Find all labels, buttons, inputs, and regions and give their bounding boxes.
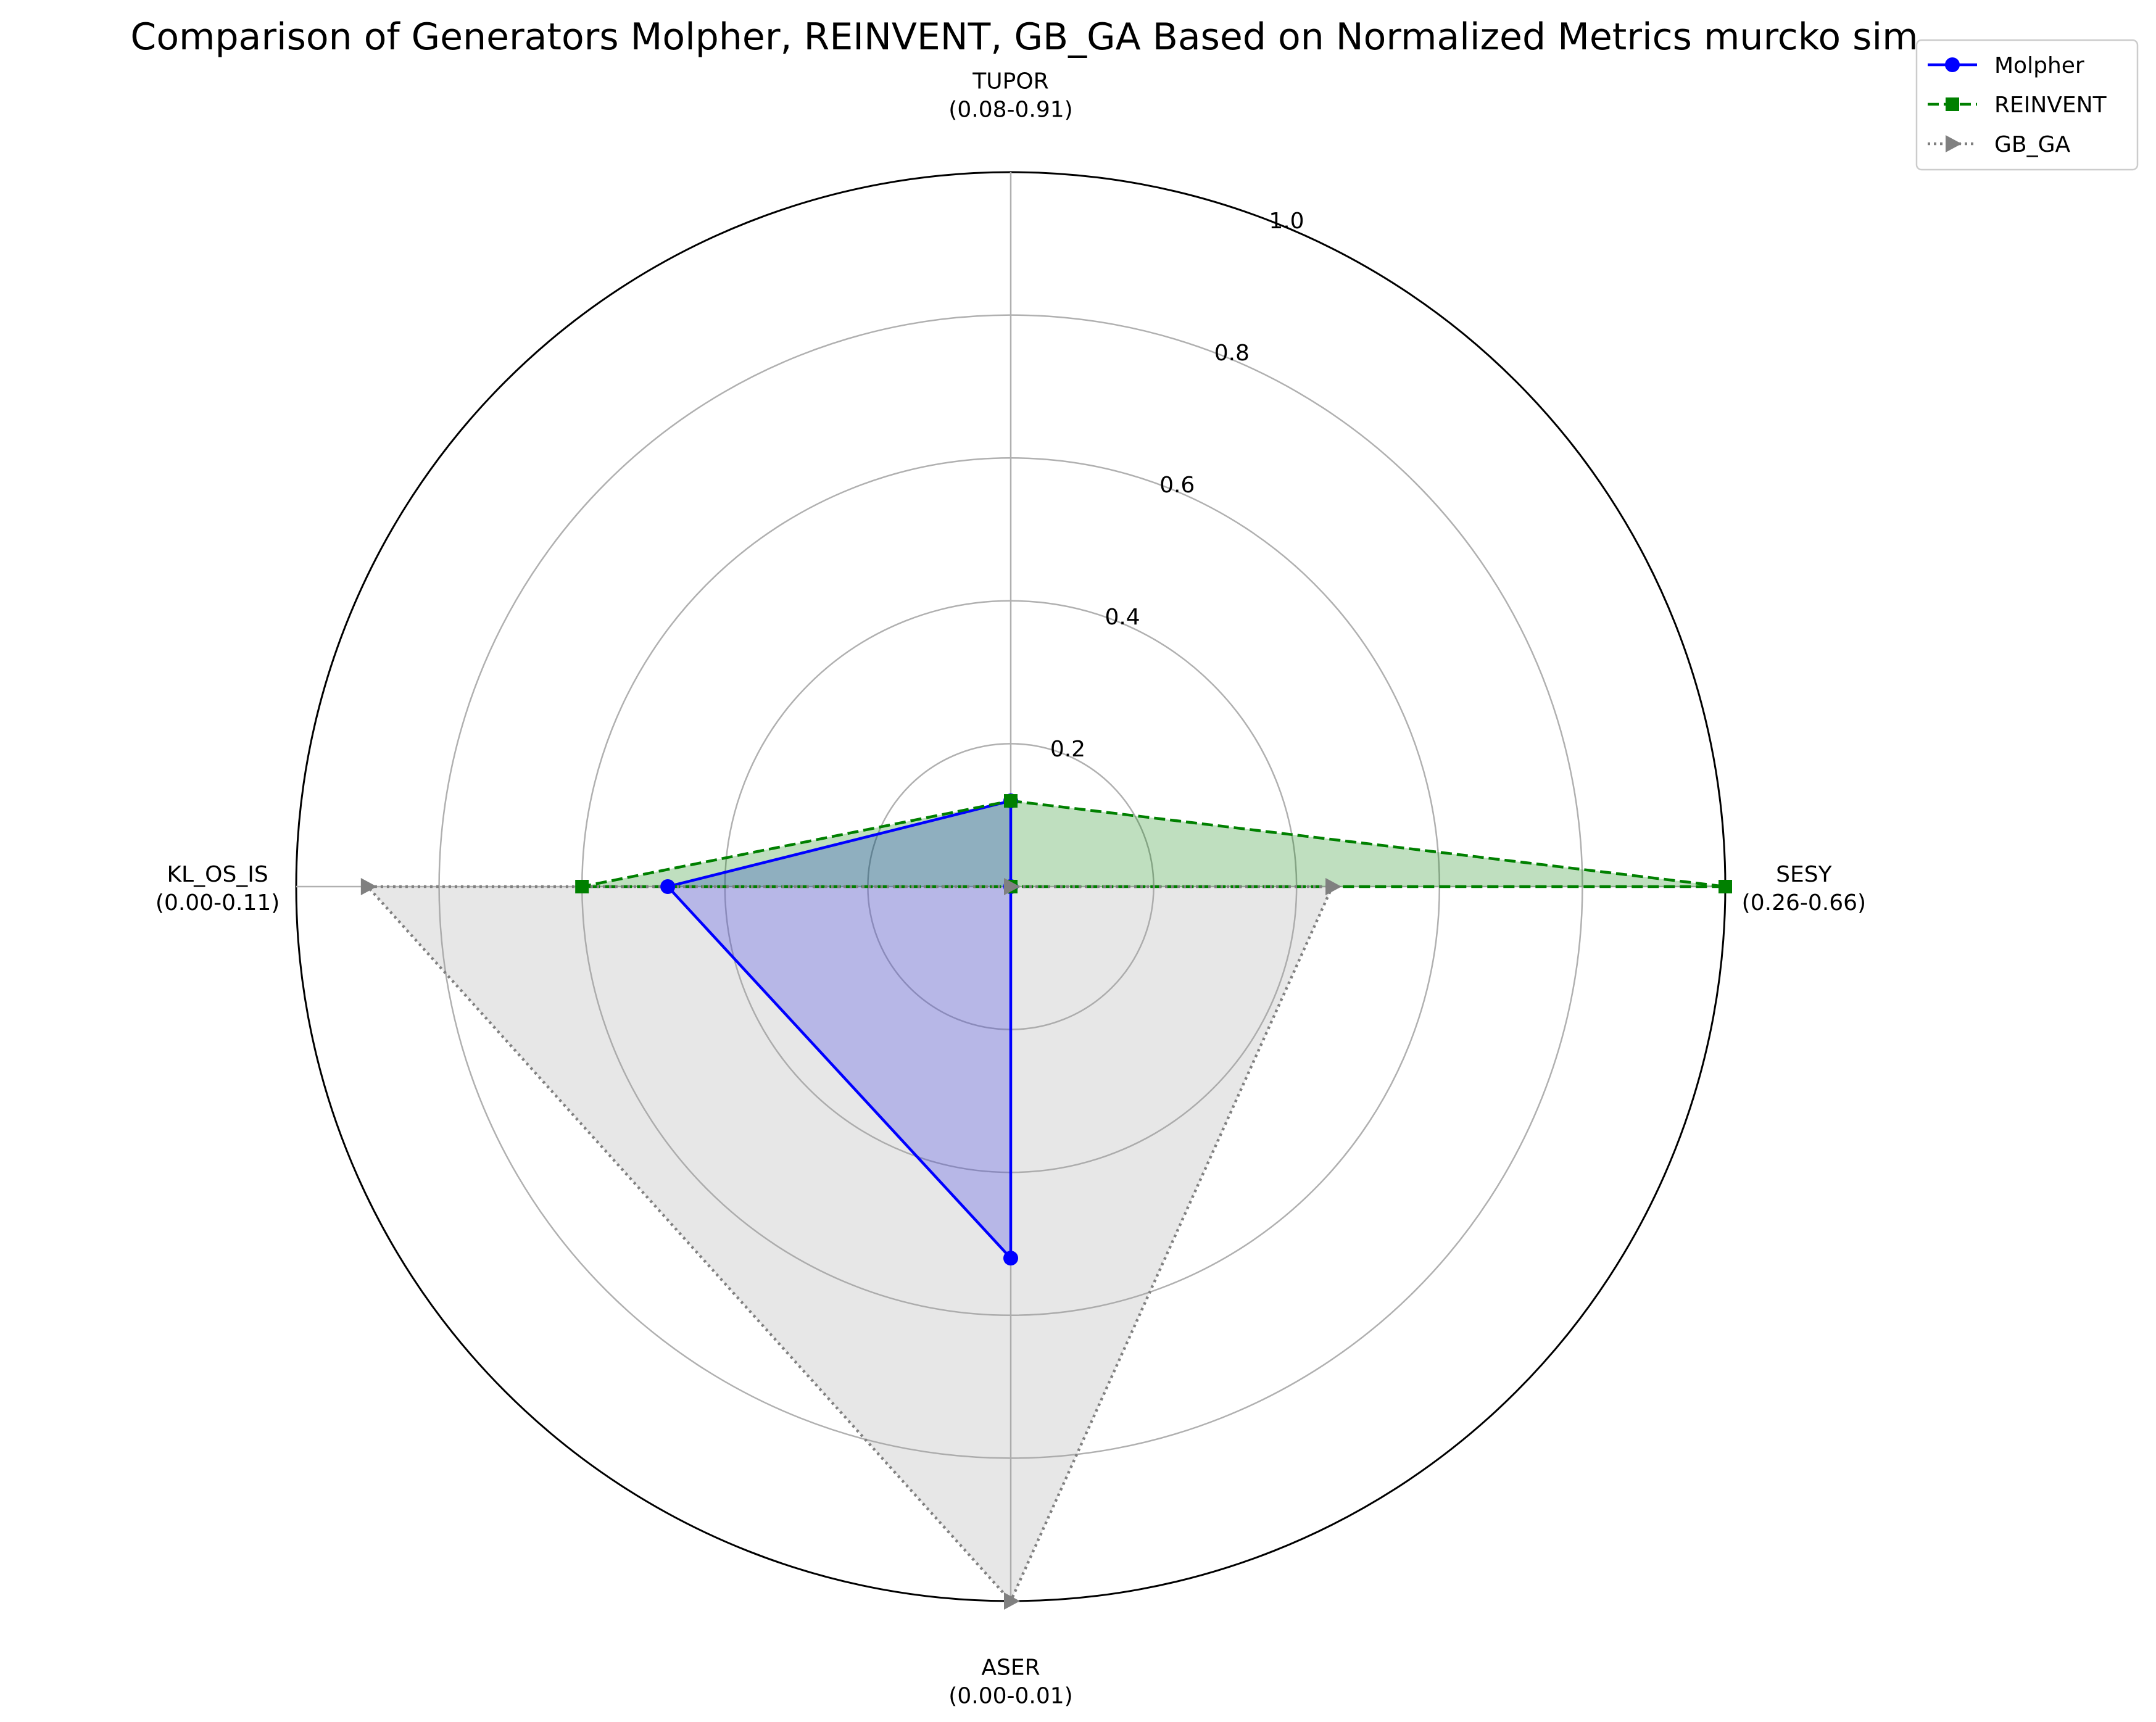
data-point-gb-ga	[1325, 878, 1342, 895]
data-point-gb-ga	[1004, 878, 1020, 895]
legend-marker	[1946, 135, 1962, 152]
series-fill-layer	[367, 801, 1726, 1601]
data-point-gb-ga	[1004, 1592, 1020, 1610]
series-marker-layer	[360, 793, 1732, 1610]
radial-tick-label: 0.2	[1050, 737, 1085, 762]
legend-entry-molpher: Molpher	[1928, 53, 2084, 78]
axis-label-aser: ASER (0.00-0.01)	[948, 1655, 1072, 1708]
axis-label-tupor: TUPOR (0.08-0.91)	[948, 69, 1072, 123]
radial-tick-label: 1.0	[1269, 209, 1304, 234]
radial-tick-label: 0.4	[1105, 605, 1140, 630]
data-point-reinvent	[1004, 794, 1018, 808]
legend-box	[1915, 39, 2139, 171]
axis-name: SESY	[1776, 862, 1832, 887]
data-point-molpher	[1003, 1251, 1018, 1266]
axis-name: ASER	[981, 1655, 1040, 1680]
axis-range: (0.00-0.01)	[948, 1683, 1072, 1708]
axis-range: (0.00-0.11)	[155, 890, 280, 916]
legend-marker	[1946, 97, 1959, 111]
legend-label: REINVENT	[1994, 93, 2107, 118]
data-point-reinvent	[1719, 880, 1732, 893]
legend-marker	[1945, 57, 1960, 72]
axis-label-sesy: SESY (0.26-0.66)	[1742, 862, 1866, 916]
series-fill-reinvent	[582, 801, 1726, 887]
radial-tick-label: 0.6	[1159, 473, 1195, 498]
label-layer: 0.2 0.4 0.6 0.8 1.0 TUPOR (0.08-0.91) SESY (0.26…	[155, 69, 1866, 1709]
chart-title: Comparison of Generators Molpher, REINVE…	[130, 15, 1918, 59]
axis-label-kl_os_is: KL_OS_IS (0.00-0.11)	[155, 862, 280, 916]
series-fill-molpher	[668, 801, 1011, 1259]
radial-tick-label: 0.8	[1214, 341, 1250, 366]
axis-name: KL_OS_IS	[167, 862, 268, 887]
data-point-gb-ga	[360, 878, 377, 895]
legend-entry-reinvent: REINVENT	[1928, 93, 2107, 118]
axis-range: (0.26-0.66)	[1742, 890, 1866, 916]
series-fill-gb-ga	[367, 887, 1333, 1601]
axis-name: TUPOR	[972, 69, 1048, 94]
legend-label: Molpher	[1994, 53, 2084, 78]
legend: Molpher REINVENT GB_GA	[1915, 39, 2139, 171]
data-point-reinvent	[575, 880, 589, 893]
legend-label: GB_GA	[1994, 132, 2070, 157]
axis-range: (0.08-0.91)	[948, 97, 1072, 123]
legend-entry-gb-ga: GB_GA	[1928, 132, 2070, 157]
data-point-molpher	[660, 879, 676, 894]
